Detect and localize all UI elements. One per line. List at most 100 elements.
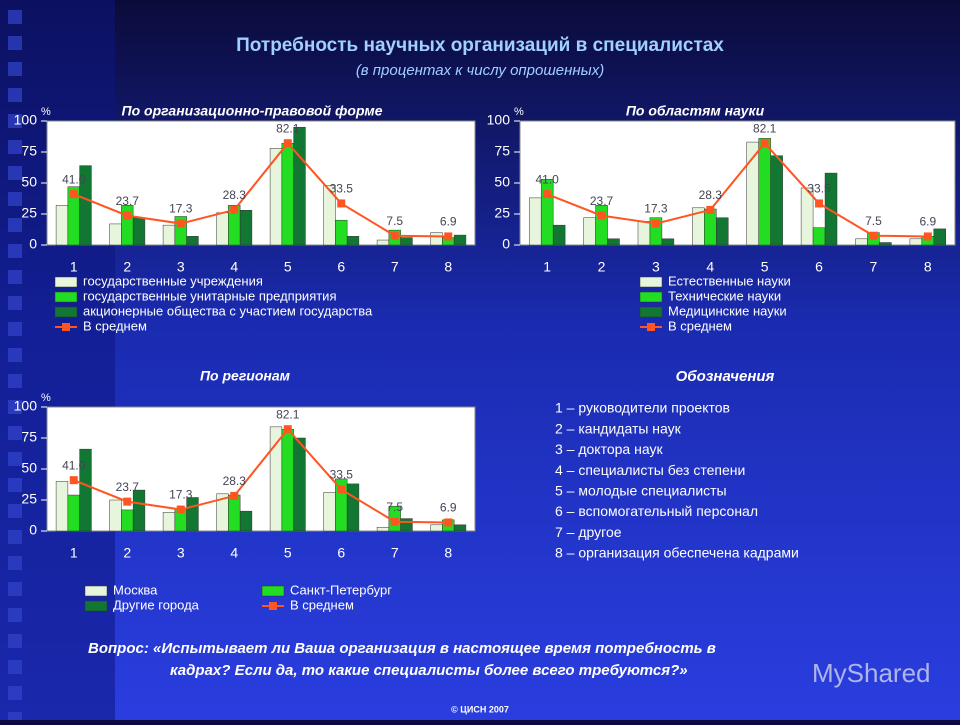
x-tick-label: 4 <box>706 259 714 275</box>
y-tick-label: 25 <box>494 205 510 221</box>
average-marker <box>869 231 878 240</box>
average-marker <box>337 485 346 494</box>
average-marker <box>651 219 660 228</box>
bar <box>67 494 80 532</box>
average-marker <box>69 190 78 199</box>
bar <box>376 239 390 246</box>
x-tick-label: 4 <box>230 259 238 275</box>
legend-marker <box>62 323 70 331</box>
legend-marker <box>647 323 655 331</box>
x-tick-label: 2 <box>123 545 131 561</box>
y-tick-label: 75 <box>21 143 37 159</box>
average-line <box>73 427 449 524</box>
bar <box>239 510 253 532</box>
legend-swatch <box>54 291 78 303</box>
average-marker <box>390 231 399 240</box>
decor-square <box>8 634 22 648</box>
decor-square <box>8 88 22 102</box>
y-tick-label: 25 <box>21 205 37 221</box>
y-tick-label: 75 <box>21 429 37 445</box>
x-tick-label: 6 <box>337 259 345 275</box>
y-tick-label: 75 <box>494 143 510 159</box>
bar <box>346 236 360 246</box>
bar <box>376 527 390 532</box>
x-tick-label: 3 <box>652 259 660 275</box>
average-line <box>546 141 928 238</box>
chart-title: По организационно-правовой форме <box>122 103 383 119</box>
average-marker <box>283 425 292 434</box>
data-label: 28.3 <box>223 474 247 488</box>
x-tick-label: 6 <box>337 545 345 561</box>
bar <box>186 497 199 532</box>
data-label: 28.3 <box>699 188 723 202</box>
decor-square <box>8 478 22 492</box>
decor-square <box>8 114 22 128</box>
bar <box>239 210 253 246</box>
x-tick-label: 3 <box>177 259 185 275</box>
bar <box>800 187 814 246</box>
bar <box>716 217 729 246</box>
bar <box>933 228 947 246</box>
bar <box>174 216 187 246</box>
average-marker <box>444 518 453 527</box>
x-tick-label: 1 <box>70 545 78 561</box>
legend-swatch <box>639 306 663 318</box>
x-tick-label: 2 <box>598 259 606 275</box>
bar <box>855 238 868 246</box>
y-tick-label: 100 <box>487 112 511 128</box>
average-marker <box>390 517 399 526</box>
average-marker <box>597 211 606 220</box>
bar <box>55 481 69 532</box>
y-unit: % <box>41 106 51 118</box>
decor-square <box>8 426 22 440</box>
y-unit: % <box>514 106 524 118</box>
legend-swatch <box>84 600 108 612</box>
decor-square <box>8 530 22 544</box>
note-item: 1 – руководители проектов <box>555 400 730 416</box>
bar <box>323 492 336 532</box>
note-item: 5 – молодые специалисты <box>555 483 727 499</box>
decor-square <box>8 192 22 206</box>
decor-square <box>8 686 22 700</box>
footer: © ЦИСН 2007 <box>451 704 509 714</box>
average-marker <box>444 232 453 241</box>
decor-square <box>8 348 22 362</box>
bar <box>607 238 620 246</box>
note-item: 4 – специалисты без степени <box>555 462 745 478</box>
notes: 1 – руководители проектов 2 – кандидаты н… <box>555 400 799 561</box>
bar <box>879 242 892 246</box>
bar <box>335 219 348 246</box>
legend-swatch <box>54 306 78 318</box>
decor-square <box>8 400 22 414</box>
bar <box>121 205 134 246</box>
question: кадрах? Если да, то какие специалисты бо… <box>170 662 688 679</box>
chart-title: По регионам <box>200 368 291 384</box>
legend-swatch <box>639 291 663 303</box>
decor-square <box>8 608 22 622</box>
legend-label: акционерные общества с участием государс… <box>83 303 373 318</box>
bar <box>132 217 146 246</box>
data-label: 17.3 <box>644 202 668 216</box>
bar <box>216 212 229 246</box>
decor-square <box>8 270 22 284</box>
bar <box>281 429 294 532</box>
y-tick-label: 25 <box>21 491 37 507</box>
legend-swatch <box>84 585 108 597</box>
decor-square <box>8 36 22 50</box>
bar <box>770 155 783 246</box>
average-line <box>73 141 449 238</box>
bar <box>132 489 146 532</box>
question: Вопрос: «Испытывает ли Ваша организация … <box>88 640 716 657</box>
bar <box>228 494 241 532</box>
legend-swatch <box>261 585 285 597</box>
data-label: 28.3 <box>223 188 247 202</box>
bar <box>109 499 122 532</box>
x-tick-label: 7 <box>391 259 399 275</box>
title: Потребность научных организаций в специа… <box>236 35 724 56</box>
decor-square <box>8 166 22 180</box>
x-tick-label: 8 <box>444 545 452 561</box>
chart-title: По областям науки <box>626 103 765 119</box>
data-label: 17.3 <box>169 202 193 216</box>
bar <box>400 518 413 532</box>
